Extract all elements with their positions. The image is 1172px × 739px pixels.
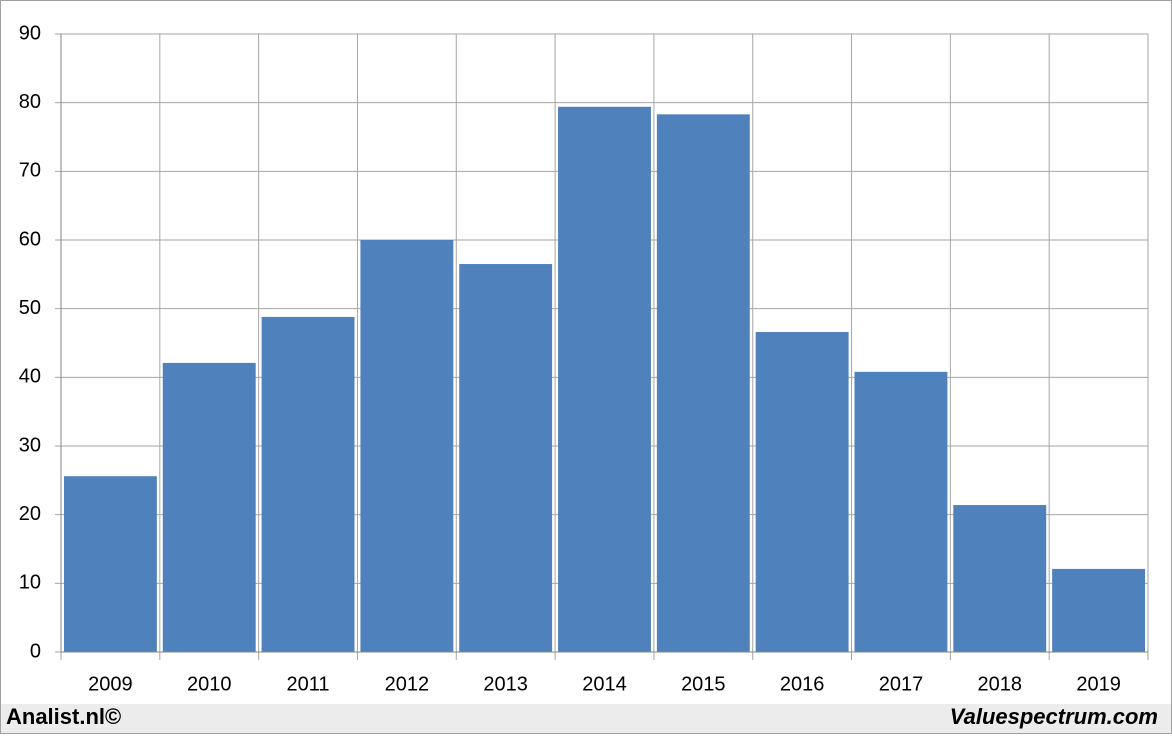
- x-tick-label: 2019: [1076, 673, 1121, 695]
- y-tick-label: 60: [19, 228, 41, 250]
- footer-band: [1, 704, 1171, 733]
- bar: [261, 316, 355, 652]
- source-left: Analist.nl©: [6, 704, 121, 729]
- bar: [656, 114, 750, 653]
- bar: [854, 371, 948, 652]
- bar: [953, 505, 1047, 652]
- y-tick-label: 90: [19, 22, 41, 44]
- source-right: Valuespectrum.com: [950, 704, 1158, 729]
- x-tick-label: 2011: [287, 673, 330, 695]
- bar: [459, 264, 553, 652]
- y-tick-label: 50: [19, 297, 41, 319]
- x-tick-label: 2018: [978, 673, 1023, 695]
- x-tick-label: 2013: [483, 673, 528, 695]
- bar: [360, 240, 454, 652]
- y-tick-label: 30: [19, 434, 41, 456]
- x-tick-label: 2014: [582, 673, 627, 695]
- y-tick-label: 20: [19, 503, 41, 525]
- x-tick-label: 2016: [780, 673, 825, 695]
- y-tick-label: 10: [19, 572, 41, 594]
- y-tick-label: 0: [30, 640, 41, 662]
- x-tick-label: 2012: [385, 673, 430, 695]
- y-tick-label: 70: [19, 160, 41, 182]
- bar: [1052, 568, 1146, 652]
- x-tick-label: 2017: [879, 673, 924, 695]
- bar: [755, 332, 849, 652]
- bar: [558, 106, 651, 652]
- x-tick-label: 2010: [187, 673, 232, 695]
- x-tick-label: 2015: [681, 673, 726, 695]
- y-tick-label: 80: [19, 91, 41, 113]
- bar: [162, 362, 256, 652]
- x-tick-label: 2009: [88, 673, 133, 695]
- y-tick-label: 40: [19, 366, 41, 388]
- bar: [63, 476, 157, 652]
